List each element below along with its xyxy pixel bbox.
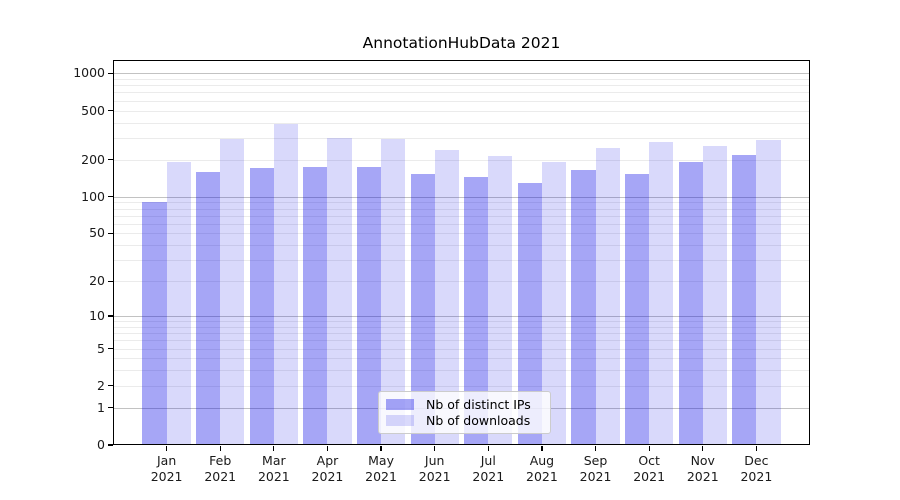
bar-distinct-ips-may [356, 167, 382, 445]
gridline-minor [113, 92, 810, 94]
y-tick-label: 10 [89, 307, 105, 323]
gridline-minor [113, 100, 810, 102]
gridline-minor [113, 245, 810, 247]
x-tick-mark [326, 446, 329, 451]
bar-downloads-sep [595, 147, 620, 445]
y-tick-label: 500 [81, 102, 105, 118]
gridline-minor [113, 333, 810, 335]
gridline-minor [113, 358, 810, 360]
y-tick-label: 0 [97, 437, 105, 452]
x-tick-label: Dec 2021 [740, 453, 773, 484]
legend-label-downloads: Nb of downloads [426, 413, 531, 429]
gridline-minor [113, 326, 810, 328]
bar-distinct-ips-feb [196, 171, 221, 445]
x-tick-mark [648, 446, 650, 451]
x-tick-label: Mar 2021 [257, 453, 290, 484]
x-tick-mark [166, 446, 168, 451]
x-tick-label: Aug 2021 [526, 453, 558, 484]
bar-downloads-mar [273, 123, 298, 445]
bar-downloads-jan [166, 161, 191, 445]
gridline-minor [113, 340, 810, 342]
x-tick-label: Apr 2021 [311, 453, 344, 484]
x-tick-mark [487, 446, 489, 451]
gridline-minor [113, 348, 810, 350]
bar-distinct-ips-nov [678, 162, 703, 445]
x-tick-mark [702, 446, 704, 451]
gridline-minor [113, 215, 810, 217]
x-tick-mark [434, 446, 436, 451]
y-tick-label: 50 [89, 225, 105, 241]
x-tick-label: Feb 2021 [204, 453, 237, 484]
bar-downloads-oct [649, 141, 674, 445]
gridline-minor [113, 370, 810, 372]
bar-distinct-ips-apr [303, 166, 328, 445]
legend-label-distinct-ips: Nb of distinct IPs [426, 396, 531, 412]
plot-area [113, 60, 810, 445]
gridline-minor [113, 110, 810, 112]
gridline-major [113, 196, 810, 198]
gridline-minor [113, 281, 810, 283]
gridline-minor [113, 233, 810, 235]
bar-downloads-dec [756, 140, 781, 445]
legend: Nb of distinct IPs Nb of downloads [378, 391, 551, 434]
y-tick-label: 1000 [73, 65, 105, 81]
x-tick-mark [219, 446, 221, 451]
gridline-minor [113, 159, 810, 161]
gridline-major [113, 315, 810, 317]
x-tick-mark [755, 446, 757, 451]
x-tick-mark [380, 446, 382, 451]
y-tick-label: 100 [81, 188, 105, 204]
gridline-minor [113, 85, 810, 87]
gridline-minor [113, 208, 810, 210]
y-tick-label: 200 [81, 151, 105, 167]
bar-distinct-ips-jan [142, 202, 167, 445]
gridline-minor [113, 122, 810, 124]
gridline-major [113, 73, 810, 75]
bar-downloads-feb [220, 138, 245, 445]
gridline-minor [113, 260, 810, 262]
x-tick-mark [273, 446, 275, 451]
legend-item-distinct-ips: Nb of distinct IPs [386, 397, 543, 412]
gridline-minor [113, 78, 810, 80]
y-tick-label: 1 [97, 399, 105, 415]
x-tick-label: Jun 2021 [418, 453, 451, 484]
bar-distinct-ips-sep [571, 169, 596, 445]
x-tick-label: Jul 2021 [472, 453, 505, 484]
gridline-minor [113, 202, 810, 204]
x-tick-mark [594, 446, 597, 451]
x-tick-label: Nov 2021 [686, 453, 719, 484]
bar-distinct-ips-dec [732, 155, 757, 445]
x-tick-label: Sep 2021 [579, 453, 612, 484]
gridline-minor [113, 321, 810, 323]
legend-item-downloads: Nb of downloads [386, 413, 543, 428]
gridline-minor [113, 223, 810, 225]
gridline-minor [113, 137, 810, 139]
x-tick-mark [541, 446, 543, 451]
y-tick-label: 20 [89, 273, 105, 289]
x-tick-label: Oct 2021 [633, 453, 666, 484]
x-tick-label: Jan 2021 [150, 453, 183, 484]
gridline-minor [113, 385, 810, 387]
bar-downloads-nov [702, 146, 727, 445]
x-tick-label: May 2021 [365, 453, 397, 484]
y-tick-label: 5 [97, 340, 105, 356]
bar-downloads-apr [327, 138, 352, 445]
bar-distinct-ips-oct [625, 174, 650, 445]
legend-swatch-distinct-ips-icon [386, 398, 414, 410]
legend-swatch-downloads-icon [386, 415, 414, 427]
bar-distinct-ips-mar [249, 167, 274, 445]
y-tick-label: 2 [97, 377, 105, 393]
chart-title: AnnotationHubData 2021 [362, 34, 561, 52]
